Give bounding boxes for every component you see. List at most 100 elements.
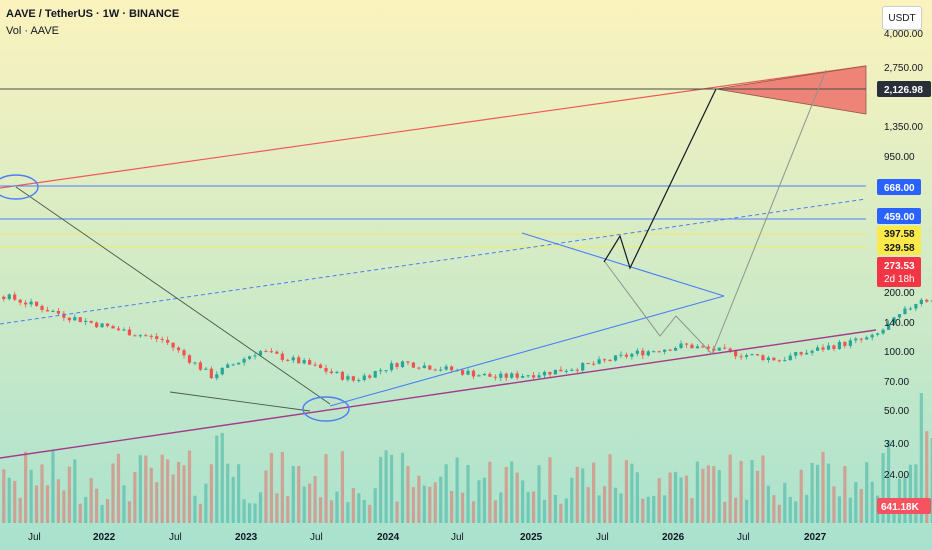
volume-bar [34, 485, 39, 523]
time-tick-2023: 2023 [235, 532, 258, 543]
volume-bar [663, 495, 667, 523]
top-highlight-ellipse[interactable] [0, 174, 39, 200]
blue-dashed-channel[interactable] [0, 198, 867, 325]
candle-body [897, 314, 902, 318]
candle-body [133, 335, 137, 337]
time-tick-2022: 2022 [93, 532, 116, 543]
candle-body [269, 351, 274, 353]
candle-body [624, 354, 629, 357]
volume-bar [247, 503, 252, 523]
candle-body [280, 353, 284, 360]
candle-body [794, 352, 798, 356]
candle-body [24, 302, 28, 305]
candle-body [881, 329, 885, 334]
candle-body [395, 363, 399, 367]
volume-bar [264, 470, 268, 523]
volume-bar [504, 467, 508, 523]
candle-body [903, 308, 907, 315]
candle-body [521, 375, 525, 378]
volume-bar [668, 472, 672, 523]
volume-bar [619, 493, 623, 523]
bullish-projection-path[interactable] [603, 88, 717, 270]
volume-bar [308, 483, 312, 523]
volume-bar [881, 453, 885, 523]
candle-body [859, 338, 863, 340]
volume-bar [750, 460, 754, 523]
blue-uptrend-line[interactable] [329, 295, 725, 407]
volume-bar [133, 471, 137, 523]
candle-body [848, 340, 852, 346]
volume-bar [930, 438, 932, 523]
candle-body [930, 300, 932, 302]
volume-bar [389, 454, 394, 523]
candle-body [766, 357, 771, 361]
candle-body [291, 357, 295, 361]
purple-support-trendline[interactable] [0, 329, 877, 459]
candle-body [362, 375, 366, 381]
candle-body [116, 328, 121, 331]
price-tick-50: 50.00 [884, 406, 909, 417]
candle-body [84, 320, 88, 323]
volume-legend[interactable]: Vol · AAVE [6, 25, 59, 37]
candle-body [357, 380, 361, 382]
volume-bar [794, 501, 798, 523]
candle-body [193, 362, 197, 364]
candle-body [515, 373, 519, 378]
time-axis[interactable]: Jul 2022 Jul 2023 Jul 2024 Jul 2025 Jul … [28, 532, 827, 543]
candle-body [160, 338, 164, 340]
candle-body [204, 368, 208, 370]
bottom-highlight-ellipse[interactable] [302, 396, 350, 422]
volume-bar [673, 471, 678, 523]
target-zone-triangle[interactable] [715, 65, 867, 115]
price-tick-4000: 4,000.00 [884, 29, 923, 40]
time-tick-jul-2024: Jul [451, 532, 464, 543]
volume-bar [870, 481, 874, 523]
candle-body [663, 349, 667, 352]
candle-body [608, 359, 612, 361]
candle-body [324, 368, 328, 372]
volume-bar [859, 488, 863, 523]
volume-bar [84, 496, 88, 523]
candle-body [510, 373, 514, 378]
price-axis[interactable]: 4,000.00 2,750.00 1,350.00 950.00 200.00… [884, 29, 923, 481]
tag-volume: 641.18K [881, 502, 920, 513]
candle-body [335, 371, 339, 373]
tag-2126: 2,126.98 [884, 85, 923, 96]
time-tick-2027: 2027 [804, 532, 827, 543]
candle-body [690, 344, 694, 349]
candle-body [297, 357, 301, 364]
volume-bar [13, 480, 17, 523]
candle-body [619, 354, 623, 356]
low-connector-line[interactable] [169, 391, 311, 412]
triangle-upper-line[interactable] [521, 232, 725, 297]
volume-bar [324, 454, 328, 523]
volume-bar [7, 477, 11, 523]
tag-bg-2126 [877, 81, 931, 97]
volume-bar [548, 457, 552, 523]
candle-body [815, 347, 820, 351]
candle-body [499, 373, 503, 378]
price-tick-34: 34.00 [884, 439, 909, 450]
volume-bar [231, 476, 235, 523]
red-resistance-trendline[interactable] [0, 65, 867, 189]
candle-body [772, 357, 776, 361]
volume-bar [340, 451, 345, 523]
volume-bar [105, 499, 110, 523]
volume-bar [428, 486, 432, 523]
volume-bar [302, 486, 306, 523]
volume-bar [734, 497, 738, 523]
candle-body [122, 329, 126, 331]
symbol-title[interactable]: AAVE / TetherUS · 1W · BINANCE [6, 8, 180, 20]
alternative-projection-path[interactable] [604, 69, 827, 355]
candle-body [428, 365, 432, 370]
volume-bar [761, 455, 765, 523]
candle-body [788, 355, 792, 361]
candle-body [242, 358, 246, 363]
currency-button[interactable]: USDT [882, 6, 922, 30]
candle-body [826, 345, 831, 350]
volume-bar [433, 482, 437, 523]
downtrend-line[interactable] [15, 186, 331, 405]
candle-body [51, 310, 55, 312]
candle-body [13, 294, 17, 300]
